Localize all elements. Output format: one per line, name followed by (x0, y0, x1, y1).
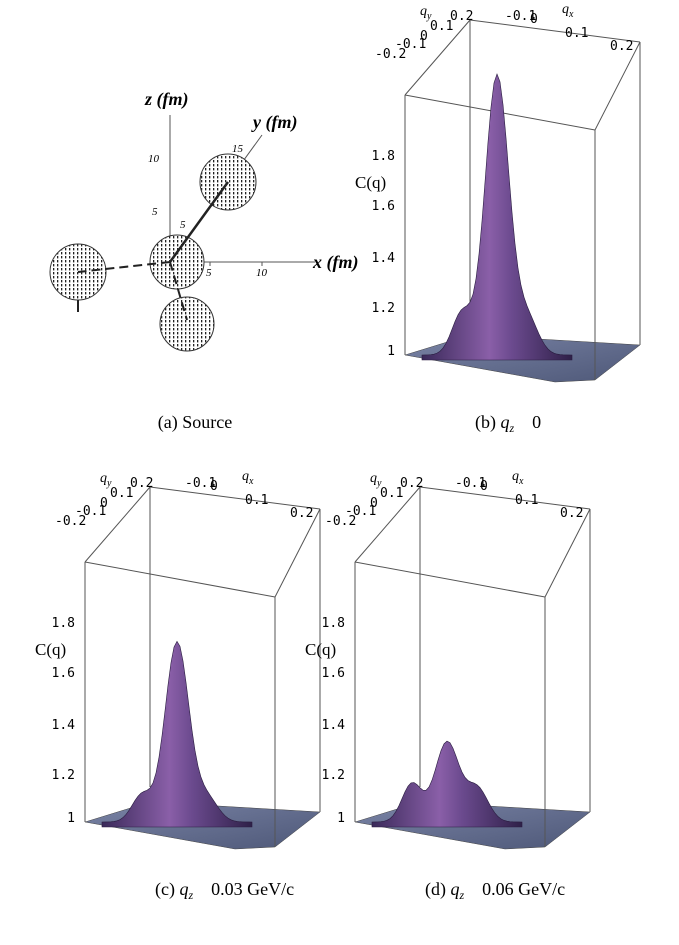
x-axis-label: x (fm) (312, 252, 358, 273)
z-axis-label: C(q) (355, 173, 386, 192)
x-axis-label-base: q (242, 469, 249, 484)
x-axis-label-sub: x (248, 476, 254, 487)
x-tick-label: 0.1 (515, 493, 538, 508)
y-axis-label-base: q (420, 4, 427, 19)
x-tick: 5 (206, 267, 212, 279)
z-axis-label: z (fm) (144, 89, 189, 110)
y-tick-label: 0.2 (450, 9, 473, 24)
box-edge (355, 562, 545, 597)
z-tick: 10 (148, 153, 160, 165)
y-axis-label-base: q (370, 471, 377, 486)
z-tick-label: 1.4 (372, 251, 396, 266)
caption-var: q (501, 412, 510, 432)
z-tick-label: 1.6 (322, 666, 345, 681)
caption-var: q (451, 879, 460, 899)
z-tick-label: 1.8 (322, 616, 345, 631)
y-tick-label: -0.2 (325, 514, 356, 529)
z-tick: 5 (152, 206, 158, 218)
x-axis-label: qx (562, 2, 574, 20)
caption-prefix: (d) (425, 879, 451, 900)
caption-value: 0 (532, 412, 541, 432)
z-tick-label: 1.6 (52, 666, 75, 681)
y-tick: 15 (232, 143, 244, 155)
y-axis-label: qy (420, 4, 432, 22)
nucleon (150, 235, 204, 289)
y-axis-label: y (fm) (251, 112, 297, 133)
x-axis-label: qx (512, 469, 524, 487)
x-tick-label: 0.1 (245, 493, 268, 508)
x-axis-label-base: q (562, 2, 569, 17)
nucleon (160, 297, 214, 351)
x-axis-label: qx (242, 469, 254, 487)
y-axis-label-sub: y (106, 478, 112, 489)
caption: (b) qz 0 (475, 412, 541, 435)
peak-surface (102, 641, 252, 827)
z-axis-label: C(q) (305, 640, 336, 659)
y-axis-label: qy (370, 471, 382, 489)
y-tick: 5 (180, 219, 186, 231)
y-tick-label: 0.2 (400, 476, 423, 491)
z-tick-label: 1.8 (372, 149, 395, 164)
z-tick-label: 1.8 (52, 616, 75, 631)
source-diagram: z (fm) y (fm) x (fm) 10 5 15 5 5 10 (a) … (50, 89, 358, 433)
caption-var: q (179, 879, 188, 899)
z-tick-label: 1.4 (322, 718, 346, 733)
box-edge (275, 509, 320, 597)
x-tick-label: 0 (210, 479, 218, 494)
caption: (d) qz 0.06 GeV/c (425, 879, 565, 902)
correlation-plot: -0.100.10.20.20.10-0.1-0.21.81.61.41.21q… (355, 2, 640, 435)
box-edge (545, 509, 590, 597)
correlation-plot: -0.100.10.20.20.10-0.1-0.21.81.61.41.21q… (305, 469, 590, 902)
y-tick-label: 0.1 (110, 486, 133, 501)
y-tick-label: 0.1 (380, 486, 403, 501)
x-tick-label: 0.2 (290, 506, 313, 521)
z-tick-label: 1 (67, 811, 75, 826)
y-axis-label-sub: y (426, 11, 432, 22)
x-tick-label: 0.1 (565, 26, 588, 41)
z-tick-label: 1.2 (322, 768, 345, 783)
x-tick-label: 0 (480, 479, 488, 494)
z-tick-label: 1 (337, 811, 345, 826)
box-edge (85, 562, 275, 597)
z-tick-label: 1.4 (52, 718, 76, 733)
y-axis-label: qy (100, 471, 112, 489)
z-tick-label: 1.6 (372, 199, 395, 214)
x-axis-label-sub: x (518, 476, 524, 487)
y-tick-label: -0.2 (55, 514, 86, 529)
y-tick-label: -0.2 (375, 47, 406, 62)
x-tick-label: 0.2 (610, 39, 633, 54)
x-axis-label-base: q (512, 469, 519, 484)
peak-surface (422, 74, 572, 360)
z-tick-label: 1.2 (52, 768, 75, 783)
caption-value: 0.03 GeV/c (211, 879, 294, 899)
caption: (a) Source (158, 412, 232, 433)
caption-sub: z (459, 888, 465, 902)
caption-sub: z (509, 421, 515, 435)
caption-sub: z (187, 888, 193, 902)
caption-value: 0.06 GeV/c (482, 879, 565, 899)
caption: (c) qz 0.03 GeV/c (155, 879, 294, 902)
figure: z (fm) y (fm) x (fm) 10 5 15 5 5 10 (a) … (0, 0, 679, 945)
x-axis-label-sub: x (568, 9, 574, 20)
z-tick-label: 1 (387, 344, 395, 359)
y-axis-label-base: q (100, 471, 107, 486)
x-tick-label: 0 (530, 12, 538, 27)
y-tick-label: 0.2 (130, 476, 153, 491)
x-tick-label: 0.2 (560, 506, 583, 521)
correlation-plot: -0.100.10.20.20.10-0.1-0.21.81.61.41.21q… (35, 469, 320, 902)
caption-prefix: (c) (155, 879, 179, 900)
x-tick: 10 (256, 267, 268, 279)
z-axis-label: C(q) (35, 640, 66, 659)
box-edge (595, 42, 640, 130)
y-axis-label-sub: y (376, 478, 382, 489)
z-tick-label: 1.2 (372, 301, 395, 316)
y-tick-label: 0.1 (430, 19, 453, 34)
caption-prefix: (b) (475, 412, 501, 433)
